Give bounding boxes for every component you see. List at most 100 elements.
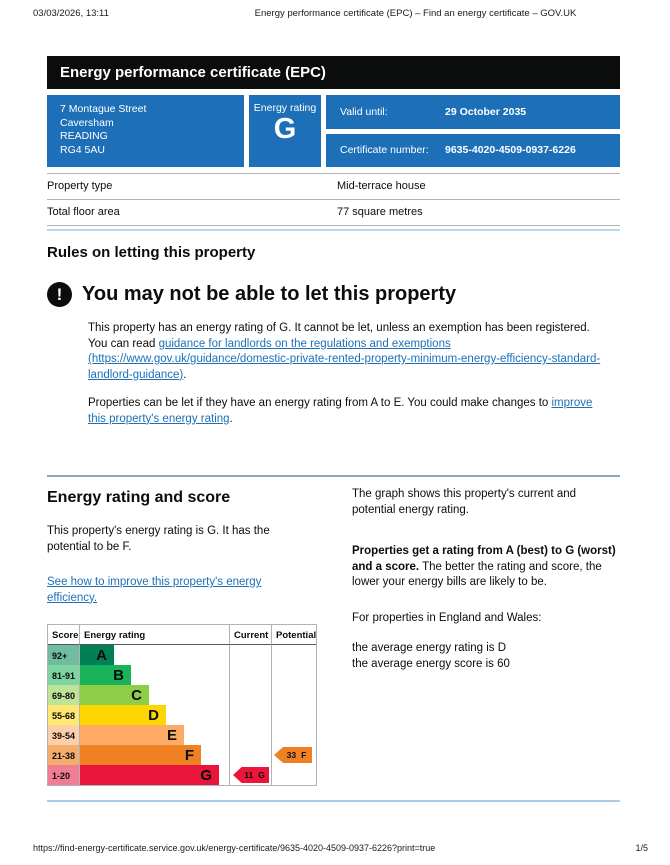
valid-until-row: Valid until: 29 October 2035 xyxy=(326,95,620,129)
warning-p2-end: . xyxy=(229,412,233,425)
section-divider xyxy=(47,229,620,231)
score-range-C: 69-80 xyxy=(48,685,79,705)
rating-band-cell-D: D xyxy=(79,705,229,725)
address-line-2: Caversham xyxy=(60,116,114,129)
potential-rating-marker: 33 F xyxy=(274,747,312,763)
warning-p1-end: . xyxy=(183,368,187,381)
rating-band-cell-G: G xyxy=(79,765,229,785)
current-letter: G xyxy=(258,770,265,780)
improve-rating-link[interactable]: improve this property's energy rating xyxy=(88,397,593,425)
certificate-meta: Valid until: 29 October 2035 Certificate… xyxy=(326,95,620,167)
rating-bar-F: F xyxy=(80,745,201,765)
potential-score: 33 xyxy=(286,750,297,760)
print-page-title: Energy performance certificate (EPC) – F… xyxy=(254,8,577,19)
current-column-cell-G: 11 G xyxy=(229,765,271,785)
landlord-guidance-link[interactable]: guidance for landlords on the regulation… xyxy=(88,337,601,381)
rating-bar-G: G xyxy=(80,765,219,785)
floor-area-value: 77 square metres xyxy=(337,206,423,218)
warning-paragraph-1: This property has an energy rating of G.… xyxy=(88,321,610,383)
rating-bar-B: B xyxy=(80,665,131,685)
rating-intro-text: This property's energy rating is G. It h… xyxy=(47,525,270,553)
rating-bar-E: E xyxy=(80,725,184,745)
certificate-number-label: Certificate number: xyxy=(340,144,429,157)
potential-column-cell-D xyxy=(271,705,316,725)
certificate-number-value: 9635-4020-4509-0937-6226 xyxy=(445,144,576,157)
potential-column-cell-C xyxy=(271,685,316,705)
current-column-cell-D xyxy=(229,705,271,725)
rating-explanation: Properties get a rating from A (best) to… xyxy=(352,544,620,591)
address-line-4: RG4 5AU xyxy=(60,143,105,156)
certificate-page: Energy performance certificate (EPC) 7 M… xyxy=(47,56,620,802)
chart-header-current: Current xyxy=(229,625,271,645)
current-rating-marker: 11 G xyxy=(233,767,269,783)
address-line-1: 7 Montague Street xyxy=(60,103,147,115)
property-type-label: Property type xyxy=(47,180,113,192)
rating-band-cell-C: C xyxy=(79,685,229,705)
england-wales-intro: For properties in England and Wales: xyxy=(352,611,542,624)
certificate-banner: Energy performance certificate (EPC) xyxy=(47,56,620,89)
energy-rating-box: Energy rating G xyxy=(249,95,321,167)
potential-letter: F xyxy=(301,750,307,760)
rating-explanation-rest: The better the rating and score, the low… xyxy=(352,560,602,589)
rating-score-heading: Energy rating and score xyxy=(47,489,231,506)
warning-body: This property has an energy rating of G.… xyxy=(88,321,610,427)
floor-area-label: Total floor area xyxy=(47,206,120,218)
epc-chart-grid: Score Energy rating Current Potential 92… xyxy=(48,625,316,785)
potential-column-cell-G xyxy=(271,765,316,785)
valid-until-label: Valid until: xyxy=(340,105,388,118)
potential-column-cell-B xyxy=(271,665,316,685)
print-datetime: 03/03/2026, 13:11 xyxy=(33,8,109,19)
potential-column-cell-F: 33 F xyxy=(271,745,316,765)
property-address: 7 Montague Street Caversham READING RG4 … xyxy=(47,95,244,167)
certificate-title: Energy performance certificate (EPC) xyxy=(60,64,326,81)
rating-band-cell-F: F xyxy=(79,745,229,765)
energy-rating-value: G xyxy=(273,113,297,145)
current-column-cell-B xyxy=(229,665,271,685)
browser-print-header: 03/03/2026, 13:11 Energy performance cer… xyxy=(0,0,670,19)
rating-score-left-column: Energy rating and score This property's … xyxy=(47,485,352,786)
rating-bar-D: D xyxy=(80,705,166,725)
summary-panel: 7 Montague Street Caversham READING RG4 … xyxy=(47,95,620,167)
energy-rating-label: Energy rating xyxy=(253,102,317,114)
certificate-number-row: Certificate number: 9635-4020-4509-0937-… xyxy=(326,133,620,167)
average-rating-line: the average energy rating is D xyxy=(352,642,507,654)
letting-warning: ! You may not be able to let this proper… xyxy=(47,282,620,427)
section-divider xyxy=(47,475,620,477)
section-divider xyxy=(47,800,620,802)
rating-and-score-section: Energy rating and score This property's … xyxy=(47,485,620,786)
rating-band-cell-B: B xyxy=(79,665,229,685)
warning-p2-text: Properties can be let if they have an en… xyxy=(88,397,552,409)
rating-explanation-bold: Properties get a rating from A (best) to… xyxy=(352,545,616,573)
current-score: 11 xyxy=(244,770,254,780)
browser-print-footer: https://find-energy-certificate.service.… xyxy=(33,843,648,853)
rating-band-cell-E: E xyxy=(79,725,229,745)
warning-header: ! You may not be able to let this proper… xyxy=(47,282,620,307)
rating-bar-C: C xyxy=(80,685,149,705)
rating-score-right-column: The graph shows this property's current … xyxy=(352,485,620,786)
score-range-G: 1-20 xyxy=(48,765,79,785)
score-range-B: 81-91 xyxy=(48,665,79,685)
chart-header-energy-rating: Energy rating xyxy=(79,625,229,645)
property-details-table: Property type Mid-terrace house Total fl… xyxy=(47,173,620,226)
graph-description: The graph shows this property's current … xyxy=(352,488,577,516)
table-row: Total floor area 77 square metres xyxy=(47,199,620,225)
improve-efficiency-paragraph: See how to improve this property's energ… xyxy=(47,575,292,606)
score-range-A: 92+ xyxy=(48,645,79,665)
epc-rating-chart: Score Energy rating Current Potential 92… xyxy=(47,624,317,786)
print-url: https://find-energy-certificate.service.… xyxy=(33,843,436,853)
exclamation-icon: ! xyxy=(47,282,72,307)
current-column-cell-A xyxy=(229,645,271,665)
valid-until-value: 29 October 2035 xyxy=(445,105,527,118)
chart-header-score: Score xyxy=(48,625,79,645)
property-type-value: Mid-terrace house xyxy=(337,180,426,192)
score-range-F: 21-38 xyxy=(48,745,79,765)
score-range-D: 55-68 xyxy=(48,705,79,725)
current-column-cell-F xyxy=(229,745,271,765)
current-column-cell-C xyxy=(229,685,271,705)
average-stats: the average energy rating is D the avera… xyxy=(352,641,620,672)
warning-title: You may not be able to let this property xyxy=(82,283,457,305)
average-score-line: the average energy score is 60 xyxy=(352,657,510,670)
improve-efficiency-link[interactable]: See how to improve this property's energ… xyxy=(47,576,262,604)
chart-header-potential: Potential xyxy=(271,625,316,645)
potential-column-cell-A xyxy=(271,645,316,665)
